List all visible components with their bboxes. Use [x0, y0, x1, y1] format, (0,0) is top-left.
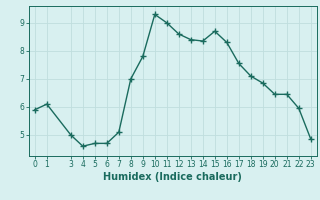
X-axis label: Humidex (Indice chaleur): Humidex (Indice chaleur)	[103, 172, 242, 182]
